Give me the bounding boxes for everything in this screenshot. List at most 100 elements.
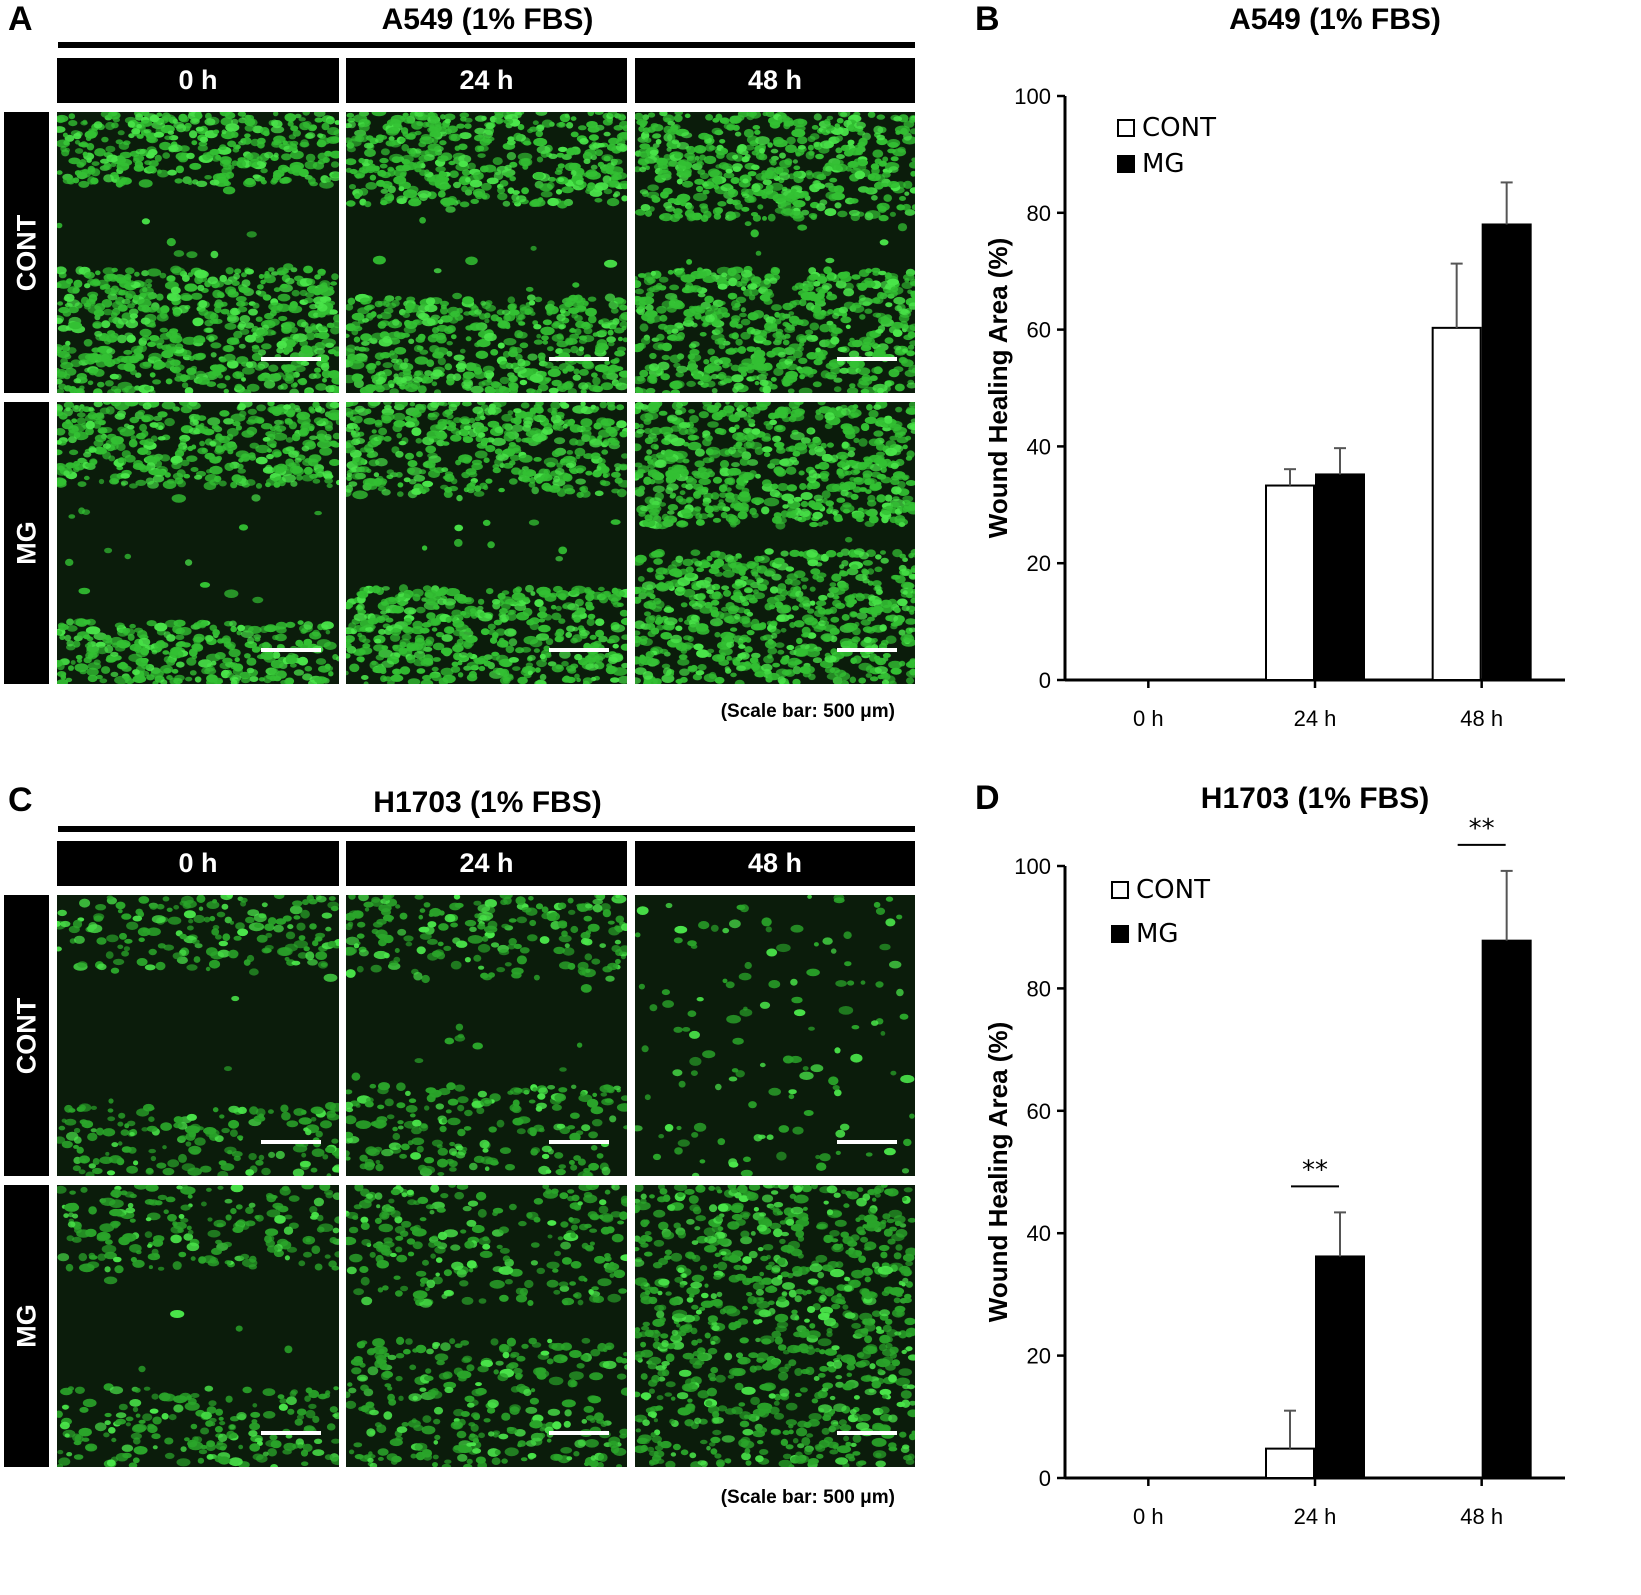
chart-d-title: H1703 (1% FBS): [1200, 782, 1430, 815]
chart-b-svg: 0 20 40 60 80 100 0 h 24 h 48 h Wound Healing Are…: [983, 84, 1565, 731]
micrograph-h1703-cont-24h: [346, 895, 627, 1176]
y-tick-label: 60: [1027, 318, 1051, 343]
y-tick-label: 100: [1014, 854, 1051, 879]
panel-c-title-rule: [58, 826, 915, 832]
cell-texture: [635, 1185, 915, 1467]
col-header-24h: 24 h: [346, 58, 627, 103]
y-axis-title: Wound Healing Area (%): [983, 1022, 1013, 1322]
legend-swatch-mg: [1117, 155, 1135, 173]
legend-label-cont: CONT: [1136, 875, 1210, 905]
cell-texture: [635, 895, 915, 1176]
row-header-mg-label: MG: [11, 521, 41, 565]
legend-label-cont: CONT: [1142, 113, 1216, 143]
micrograph-a549-mg-0h: [57, 402, 339, 684]
scale-bar: [261, 1431, 321, 1435]
legend-swatch-cont: [1117, 119, 1135, 137]
x-tick-label: 48 h: [1460, 1504, 1503, 1529]
col-header-48h: 48 h: [635, 58, 915, 103]
x-tick-label: 48 h: [1460, 706, 1503, 731]
micrograph-h1703-cont-0h: [57, 895, 339, 1176]
row-header-mg-label: MG: [11, 1304, 41, 1348]
significance-label: **: [1469, 814, 1495, 844]
row-header-mg: MG: [4, 402, 49, 684]
col-header-24h: 24 h: [346, 841, 627, 886]
significance-label: **: [1302, 1155, 1328, 1185]
scale-bar: [261, 648, 321, 652]
micrograph-a549-cont-24h: [346, 112, 627, 393]
cell-texture: [57, 895, 339, 1176]
scale-bar: [837, 1140, 897, 1144]
micrograph-h1703-mg-0h: [57, 1185, 339, 1467]
scale-caption-c: (Scale bar: 500 μm): [720, 1487, 895, 1508]
legend-label-mg: MG: [1136, 919, 1179, 949]
panel-a-title: A549 (1% FBS): [381, 3, 594, 36]
cell-texture: [57, 1185, 339, 1467]
micrograph-h1703-mg-48h: [635, 1185, 915, 1467]
micrograph-h1703-mg-24h: [346, 1185, 627, 1467]
y-tick-label: 60: [1027, 1099, 1051, 1124]
row-header-cont: CONT: [4, 895, 49, 1176]
x-tick-label: 0 h: [1133, 706, 1164, 731]
chart-d-svg: 0 20 40 60 80 100 0 h 24 h 48 h Wound Healing Are…: [983, 814, 1565, 1529]
y-tick-label: 40: [1027, 434, 1051, 459]
bar-cont: [1265, 1447, 1315, 1480]
x-tick-label: 24 h: [1294, 1504, 1337, 1529]
scale-bar: [261, 1140, 321, 1144]
panel-label-b: B: [975, 0, 1000, 38]
chart-b-title: A549 (1% FBS): [1229, 3, 1441, 36]
y-tick-label: 20: [1027, 551, 1051, 576]
row-header-cont: CONT: [4, 112, 49, 393]
scale-bar: [261, 357, 321, 361]
panel-c-title: H1703 (1% FBS): [373, 786, 602, 819]
col-header-48h: 48 h: [635, 841, 915, 886]
bar-cont: [1265, 484, 1315, 682]
panel-label-a: A: [8, 0, 33, 38]
scale-bar: [549, 1431, 609, 1435]
y-axis-title: Wound Healing Area (%): [983, 238, 1013, 538]
cell-texture: [635, 402, 915, 684]
y-tick-label: 0: [1039, 668, 1051, 693]
micrograph-a549-cont-48h: [635, 112, 915, 393]
scale-bar: [549, 357, 609, 361]
cell-texture: [346, 402, 627, 684]
y-tick-label: 80: [1027, 976, 1051, 1001]
scale-bar: [837, 357, 897, 361]
col-header-0h: 0 h: [57, 841, 339, 886]
cell-texture: [57, 112, 339, 393]
cell-texture: [346, 1185, 627, 1467]
chart-d: 0 20 40 60 80 100 0 h 24 h 48 h Wound Healing Are…: [950, 814, 1640, 1590]
col-header-0h: 0 h: [57, 58, 339, 103]
micrograph-a549-mg-24h: [346, 402, 627, 684]
y-tick-label: 100: [1014, 84, 1051, 109]
scale-bar: [837, 1431, 897, 1435]
panel-a-title-rule: [58, 42, 915, 48]
cell-texture: [346, 112, 627, 393]
bar-mg: [1315, 1255, 1365, 1479]
row-header-mg: MG: [4, 1185, 49, 1467]
cell-texture: [346, 895, 627, 1176]
bar-cont: [1431, 326, 1482, 681]
bar-mg: [1481, 939, 1532, 1479]
scale-bar: [549, 648, 609, 652]
panel-label-d: D: [975, 779, 1000, 817]
y-tick-label: 0: [1039, 1466, 1051, 1491]
chart-b: 0 20 40 60 80 100 0 h 24 h 48 h Wound Healing Are…: [950, 60, 1640, 750]
cell-texture: [57, 402, 339, 684]
legend-label-mg: MG: [1142, 149, 1185, 179]
bar-mg: [1315, 473, 1365, 681]
y-tick-label: 20: [1027, 1344, 1051, 1369]
y-tick-label: 80: [1027, 201, 1051, 226]
y-tick-label: 40: [1027, 1221, 1051, 1246]
scale-caption-a: (Scale bar: 500 μm): [720, 701, 895, 722]
micrograph-a549-cont-0h: [57, 112, 339, 393]
panel-label-c: C: [8, 781, 33, 819]
micrograph-a549-mg-48h: [635, 402, 915, 684]
bar-mg: [1481, 223, 1532, 681]
legend-swatch-mg: [1111, 925, 1129, 943]
cell-texture: [635, 112, 915, 393]
x-tick-label: 24 h: [1294, 706, 1337, 731]
scale-bar: [837, 648, 897, 652]
legend-swatch-cont: [1111, 881, 1129, 899]
row-header-cont-label: CONT: [11, 997, 41, 1074]
micrograph-h1703-cont-48h: [635, 895, 915, 1176]
